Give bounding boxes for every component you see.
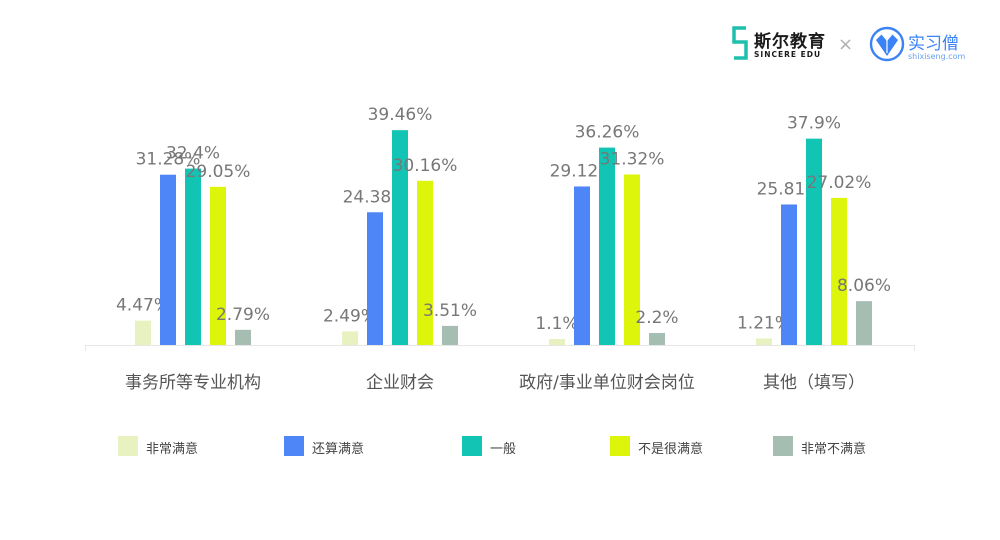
data-label: 1.1% bbox=[535, 314, 578, 334]
legend-swatch bbox=[462, 436, 482, 456]
bar bbox=[235, 329, 251, 345]
data-label: 2.2% bbox=[635, 308, 678, 328]
bar bbox=[417, 180, 433, 345]
data-label: 31.32% bbox=[600, 149, 665, 169]
data-label: 36.26% bbox=[575, 123, 640, 143]
data-label: 31.28% bbox=[136, 150, 201, 170]
data-label: 4.47% bbox=[116, 296, 170, 316]
bar bbox=[135, 320, 151, 345]
bar bbox=[624, 174, 640, 345]
category-label: 政府/事业单位财会岗位 bbox=[519, 373, 695, 393]
data-label: 2.49% bbox=[323, 306, 377, 326]
data-label: 37.9% bbox=[787, 114, 841, 134]
bar bbox=[856, 301, 872, 345]
brand2-name: 实习僧 bbox=[908, 34, 959, 54]
bar bbox=[599, 147, 615, 345]
collab-cross-icon: × bbox=[838, 34, 854, 55]
brand1-subtitle: SINCERE EDU bbox=[754, 50, 822, 59]
legend-swatch bbox=[610, 436, 630, 456]
data-label: 32.4% bbox=[166, 144, 220, 164]
legend-label: 非常满意 bbox=[146, 442, 199, 457]
data-label: 29.12% bbox=[550, 161, 615, 181]
bar bbox=[756, 338, 772, 345]
bar bbox=[342, 331, 358, 345]
brand1-name: 斯尔教育 bbox=[754, 32, 826, 52]
data-label: 2.79% bbox=[216, 305, 270, 325]
bar bbox=[549, 339, 565, 345]
legend-label: 不是很满意 bbox=[638, 442, 704, 457]
legend-label: 非常不满意 bbox=[801, 442, 867, 457]
bar bbox=[442, 325, 458, 345]
data-label: 30.16% bbox=[393, 156, 458, 176]
bar bbox=[781, 204, 797, 345]
category-label: 事务所等专业机构 bbox=[125, 373, 261, 393]
category-label: 企业财会 bbox=[366, 373, 434, 393]
sincere-logo-icon bbox=[732, 26, 748, 60]
bar bbox=[806, 138, 822, 345]
legend-swatch bbox=[118, 436, 138, 456]
logo-area: 斯尔教育 SINCERE EDU × 实习僧 shixiseng.com bbox=[730, 26, 970, 66]
bar bbox=[367, 212, 383, 345]
bar bbox=[392, 130, 408, 345]
data-label: 29.05% bbox=[186, 162, 251, 182]
legend-swatch bbox=[773, 436, 793, 456]
data-label: 25.81% bbox=[757, 179, 822, 199]
data-label: 39.46% bbox=[368, 105, 433, 125]
data-label: 24.38% bbox=[343, 187, 408, 207]
category-label: 其他（填写） bbox=[763, 373, 865, 393]
legend-swatch bbox=[284, 436, 304, 456]
legend-label: 还算满意 bbox=[312, 442, 365, 457]
bar bbox=[185, 168, 201, 345]
bar bbox=[210, 186, 226, 345]
bar bbox=[160, 174, 176, 345]
shixiseng-logo-icon bbox=[869, 26, 905, 62]
bar bbox=[574, 186, 590, 345]
data-label: 8.06% bbox=[837, 276, 891, 296]
bar bbox=[649, 333, 665, 345]
brand2-subtitle: shixiseng.com bbox=[908, 52, 966, 61]
data-label: 1.21% bbox=[737, 313, 791, 333]
bar bbox=[831, 197, 847, 345]
data-label: 27.02% bbox=[807, 173, 872, 193]
data-label: 3.51% bbox=[423, 301, 477, 321]
legend-label: 一般 bbox=[490, 442, 517, 457]
